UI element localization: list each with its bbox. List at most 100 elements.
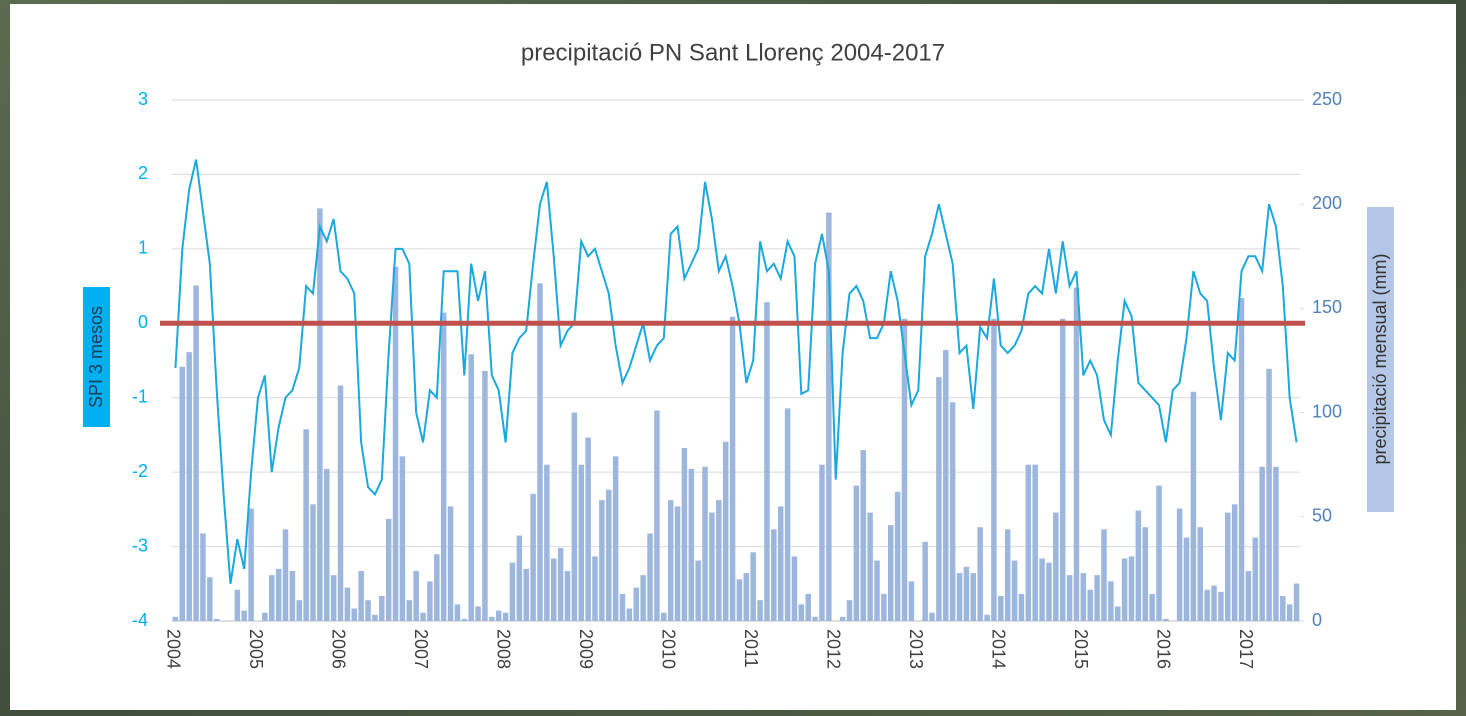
x-tick-label: 2013 <box>906 629 926 669</box>
y2-tick-label: 200 <box>1312 193 1342 213</box>
bar <box>1046 563 1052 621</box>
bar <box>1087 590 1093 621</box>
bar <box>248 508 254 621</box>
bar <box>936 377 942 621</box>
bar <box>778 506 784 621</box>
x-tick-label: 2016 <box>1154 629 1174 669</box>
bar <box>180 367 186 621</box>
y2-tick-label: 250 <box>1312 89 1342 109</box>
x-tick-label: 2008 <box>493 629 513 669</box>
bar <box>200 533 206 621</box>
bar <box>420 613 426 621</box>
bar <box>1067 575 1073 621</box>
x-tick-label: 2007 <box>411 629 431 669</box>
bar <box>1019 594 1025 621</box>
bar <box>1115 606 1121 621</box>
bar <box>510 563 516 621</box>
bar <box>634 588 640 621</box>
bar <box>744 573 750 621</box>
bar <box>1094 575 1100 621</box>
bar <box>303 429 309 621</box>
bar <box>475 606 481 621</box>
bar <box>427 581 433 621</box>
bar <box>1149 594 1155 621</box>
bar <box>881 594 887 621</box>
y-axis-title: SPI 3 mesos <box>86 306 106 408</box>
bar <box>1142 527 1148 621</box>
bar <box>413 571 419 621</box>
bar <box>709 513 715 621</box>
bar <box>585 438 591 621</box>
y2-tick-label: 150 <box>1312 297 1342 317</box>
bar <box>503 613 509 621</box>
bar <box>496 611 502 621</box>
bar <box>296 600 302 621</box>
y-tick-label: -4 <box>132 610 148 630</box>
bar <box>1032 465 1038 621</box>
bar <box>998 596 1004 621</box>
y-tick-label: 3 <box>138 89 148 109</box>
bar <box>358 571 364 621</box>
bar <box>971 573 977 621</box>
bar <box>338 386 344 621</box>
bar <box>1060 319 1066 621</box>
bar <box>1218 592 1224 621</box>
bar <box>400 456 406 621</box>
bar <box>627 608 633 621</box>
bar <box>1074 288 1080 621</box>
bar <box>276 569 282 621</box>
bar <box>1163 619 1169 621</box>
bar <box>647 533 653 621</box>
bar <box>407 600 413 621</box>
bar <box>867 513 873 621</box>
bar <box>840 617 846 621</box>
y-tick-label: -3 <box>132 535 148 555</box>
bar <box>1287 604 1293 621</box>
bar <box>1211 586 1217 621</box>
bar <box>214 619 220 621</box>
bar <box>1266 369 1272 621</box>
bar <box>860 450 866 621</box>
y-tick-label: 2 <box>138 163 148 183</box>
chart-title: precipitació PN Sant Llorenç 2004-2017 <box>521 39 945 66</box>
bar <box>812 617 818 621</box>
bar <box>310 504 316 621</box>
y-tick-label: -1 <box>132 386 148 406</box>
bar <box>1246 571 1252 621</box>
bar <box>317 208 323 621</box>
y-tick-label: -2 <box>132 461 148 481</box>
bar <box>805 594 811 621</box>
bar <box>1204 590 1210 621</box>
bar <box>1156 486 1162 621</box>
bar <box>434 554 440 621</box>
bar <box>620 594 626 621</box>
y2-axis-title: precipitació mensual (mm) <box>1370 253 1390 464</box>
bar <box>716 500 722 621</box>
bar <box>874 561 880 621</box>
bar <box>1259 467 1265 621</box>
y2-tick-label: 0 <box>1312 610 1322 630</box>
x-tick-label: 2006 <box>328 629 348 669</box>
bar <box>819 465 825 621</box>
bar <box>984 615 990 621</box>
bar <box>854 486 860 621</box>
bar <box>1294 583 1300 621</box>
bar <box>290 571 296 621</box>
bar <box>764 302 770 621</box>
x-tick-label: 2004 <box>163 629 183 669</box>
bar <box>1053 513 1059 621</box>
bar <box>977 527 983 621</box>
y2-tick-label: 100 <box>1312 401 1342 421</box>
y2-tick-label: 50 <box>1312 506 1332 526</box>
bar <box>668 500 674 621</box>
bar <box>530 494 536 621</box>
bar <box>1101 529 1107 621</box>
bar <box>379 596 385 621</box>
bar <box>241 611 247 621</box>
bar <box>757 600 763 621</box>
bar <box>578 465 584 621</box>
bar <box>613 456 619 621</box>
bar <box>847 600 853 621</box>
bar <box>331 575 337 621</box>
bar <box>950 402 956 621</box>
